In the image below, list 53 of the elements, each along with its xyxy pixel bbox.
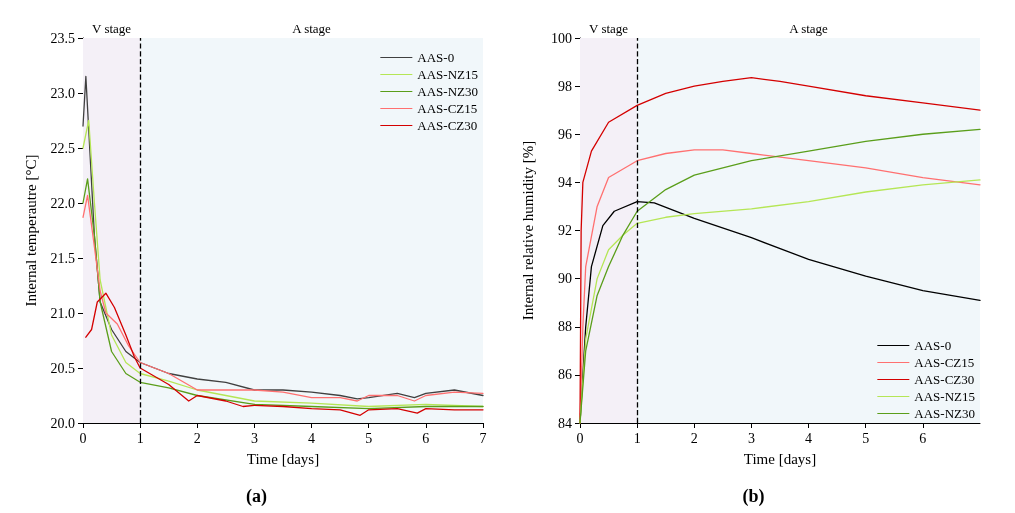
y-tick-label: 23.0 — [50, 85, 75, 101]
legend-label: AAS-CZ15 — [914, 355, 975, 370]
x-axis-title: Time [days] — [743, 450, 817, 467]
text: (b) — [742, 486, 765, 507]
y-tick-label: 84 — [558, 415, 572, 431]
x-tick-label: 2 — [193, 430, 201, 446]
y-tick-label: 90 — [558, 271, 572, 287]
legend-label: AAS-NZ30 — [914, 406, 976, 421]
legend-label: AAS-0 — [417, 50, 455, 65]
y-tick-label: 94 — [558, 174, 572, 190]
y-tick-label: 20.0 — [50, 415, 75, 431]
text: (a) — [246, 486, 268, 507]
band-label: V stage — [589, 21, 629, 36]
legend-label: AAS-CZ30 — [914, 372, 975, 387]
x-tick-label: 4 — [308, 430, 316, 446]
band-label: V stage — [92, 21, 132, 36]
y-tick-label: 23.5 — [50, 30, 75, 46]
band-label: A stage — [789, 21, 829, 36]
x-tick-label: 5 — [365, 430, 373, 446]
y-axis-title: Internal temperautre [°C] — [22, 154, 39, 307]
x-tick-label: 2 — [690, 430, 698, 446]
legend-label: AAS-NZ15 — [417, 67, 479, 82]
legend-label: AAS-CZ15 — [417, 101, 478, 116]
y-tick-label: 20.5 — [50, 360, 75, 376]
legend-label: AAS-0 — [914, 338, 952, 353]
x-tick-label: 5 — [862, 430, 870, 446]
x-tick-label: 6 — [919, 430, 927, 446]
y-tick-label: 22.0 — [50, 195, 75, 211]
x-tick-label: 6 — [422, 430, 430, 446]
y-tick-label: 21.5 — [50, 250, 75, 266]
y-tick-label: 98 — [558, 78, 572, 94]
band-label: A stage — [292, 21, 332, 36]
y-tick-label: 100 — [551, 30, 572, 46]
x-axis-title: Time [days] — [246, 450, 320, 467]
y-tick-label: 96 — [558, 126, 572, 142]
x-tick-label: 1 — [136, 430, 144, 446]
x-tick-label: 7 — [479, 430, 487, 446]
y-axis-title: Internal relative humidity [%] — [519, 140, 536, 321]
x-tick-label: 0 — [576, 430, 584, 446]
x-tick-label: 4 — [805, 430, 813, 446]
x-tick-label: 3 — [747, 430, 755, 446]
line-series — [85, 292, 484, 416]
y-tick-label: 88 — [558, 319, 572, 335]
x-tick-label: 0 — [79, 430, 87, 446]
y-tick-label: 21.0 — [50, 305, 75, 321]
y-tick-label: 92 — [558, 223, 572, 238]
x-tick-label: 1 — [633, 430, 641, 446]
legend-label: AAS-CZ30 — [417, 118, 478, 133]
legend-label: AAS-NZ30 — [417, 84, 479, 99]
legend-label: AAS-NZ15 — [914, 389, 976, 404]
x-tick-label: 3 — [250, 430, 258, 446]
y-tick-label: 86 — [558, 367, 572, 383]
y-tick-label: 22.5 — [50, 140, 75, 156]
